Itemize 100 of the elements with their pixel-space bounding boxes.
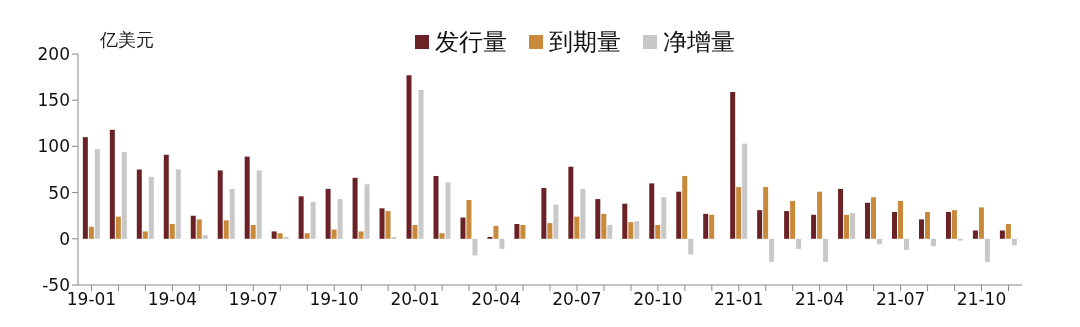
bar [142,231,148,239]
bar [364,184,370,239]
bar [121,151,127,239]
x-tick-label: 20-01 [390,289,440,310]
bar [892,212,897,239]
bar [379,208,385,239]
bar [978,207,984,239]
bar [999,230,1005,239]
legend-label: 净增量 [662,27,735,58]
bar [655,224,661,239]
y-tick-label: 100 [37,136,70,157]
legend-label: 发行量 [434,27,507,58]
bar [115,216,121,239]
bar [823,238,829,262]
bar [406,75,412,239]
bar [439,233,445,239]
bar [445,182,451,239]
bar [202,235,208,239]
bar [703,213,709,239]
bar [918,219,924,239]
x-tick-label: 20-04 [471,289,521,310]
bar [466,199,472,239]
bar [649,183,655,239]
x-tick-label: 19-04 [147,289,198,310]
bar [277,233,283,239]
x-tick-label: 21-04 [795,289,845,310]
bar [790,200,796,239]
bar [763,187,769,239]
bar [94,149,100,239]
bar [553,204,559,239]
bar [850,212,856,239]
bar [984,238,990,262]
bar [730,91,736,239]
bar [865,202,871,239]
bar [930,238,936,247]
x-tick-label: 20-07 [552,289,602,310]
bar [499,238,505,249]
bar [924,212,930,239]
legend-label: 到期量 [548,27,621,58]
bar [601,213,607,239]
bar [271,231,277,239]
bar [163,154,169,239]
bar [250,224,256,239]
bar [736,187,742,239]
bar [757,210,763,239]
bar [190,215,196,239]
bar [945,212,951,239]
x-tick-label: 19-10 [309,289,359,310]
bar [595,199,601,239]
bar [358,231,364,239]
bar [223,220,229,239]
bar [574,216,580,239]
y-tick-label: 200 [37,44,70,65]
bar [148,176,154,239]
bar [244,156,250,239]
bar [1011,238,1017,246]
bar [136,169,142,239]
bar [385,211,391,239]
bar [898,200,903,239]
bar [607,224,613,239]
bar [433,175,439,239]
bar [418,90,424,239]
bar [325,188,331,239]
bar [682,175,688,239]
x-tick-label: 20-10 [633,289,683,310]
bar [256,170,262,239]
bar [817,191,823,239]
bar [196,219,202,239]
bar [796,238,802,249]
bar [661,197,667,239]
bar [175,169,181,239]
bar [412,224,418,239]
bar [784,211,790,239]
bar [229,188,235,239]
bar [951,210,957,239]
bar [109,129,115,239]
bar [169,224,175,239]
bar [88,226,94,239]
bar [1005,224,1011,239]
bar [634,221,640,239]
x-tick-label: 21-01 [714,289,764,310]
bar [871,197,877,239]
bar [217,170,223,239]
bar [493,225,499,239]
bar [541,187,547,239]
bar [811,214,817,239]
x-tick-label: 21-10 [956,289,1007,310]
bar [547,223,553,239]
y-tick-label: 0 [59,228,70,249]
x-tick-label: 19-07 [228,289,279,310]
bar [709,214,715,239]
bar [972,230,978,239]
bar [520,224,526,239]
bar [352,177,358,239]
bar [82,137,88,239]
bar [304,233,310,239]
bar [688,238,694,255]
bar [568,166,574,239]
bar [622,203,628,239]
bar [769,238,775,262]
